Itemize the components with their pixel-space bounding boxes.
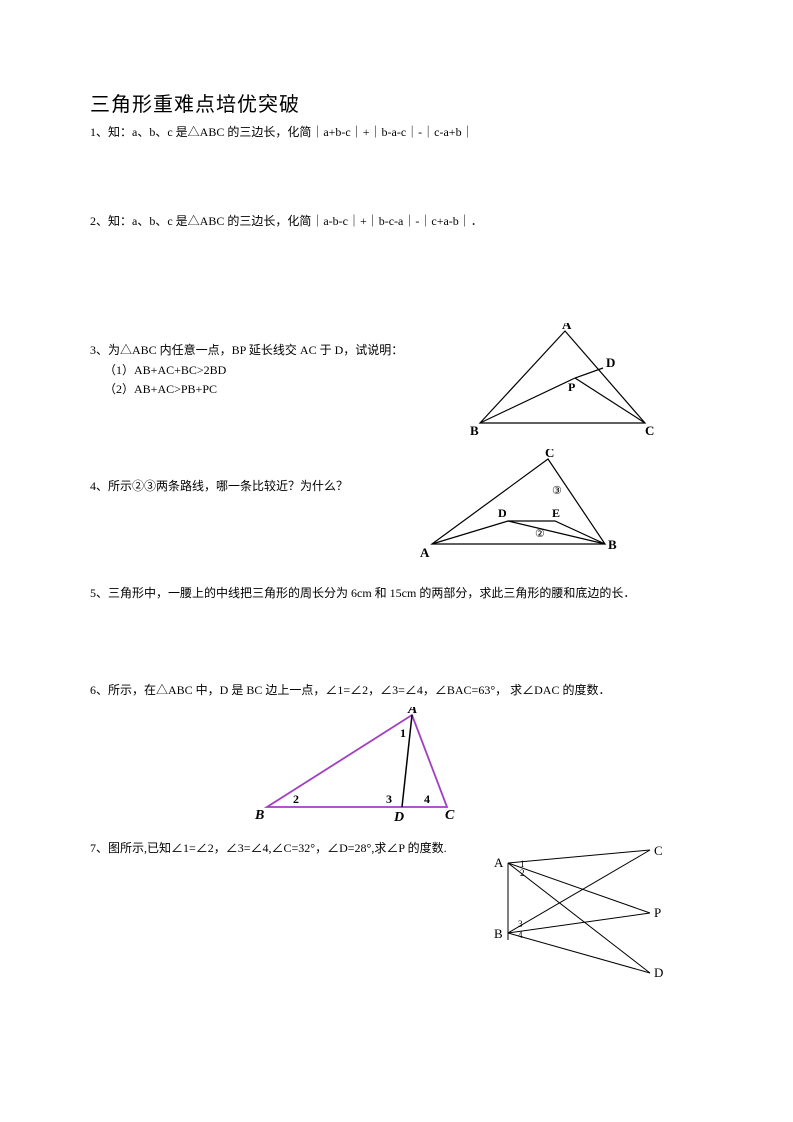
problem-2: 2、知：a、b、c 是△ABC 的三边长，化简｜a-b-c｜+｜b-c-a｜-｜… — [90, 212, 703, 231]
fig6-label-3: 3 — [386, 792, 392, 806]
fig4-label-three: ③ — [552, 485, 562, 497]
fig6-label-2: 2 — [293, 792, 299, 806]
fig4-label-two: ② — [535, 528, 545, 540]
fig7-label-4: 4 — [518, 930, 523, 940]
figure-6: A B D C 1 2 3 4 — [252, 707, 472, 832]
fig7-label-P: P — [654, 905, 661, 920]
page-title: 三角形重难点培优突破 — [90, 88, 703, 117]
fig3-label-D: D — [606, 355, 615, 370]
fig7-label-2: 2 — [520, 868, 525, 878]
problem-5: 5、三角形中，一腰上的中线把三角形的周长分为 6cm 和 15cm 的两部分，求… — [90, 584, 703, 603]
fig6-label-C: C — [445, 808, 455, 823]
fig7-label-3: 3 — [518, 919, 523, 929]
fig4-label-E: E — [552, 506, 560, 520]
fig3-label-P: P — [568, 380, 575, 394]
problem-3-row: 3、为△ABC 内任意一点，BP 延长线交 AC 于 D，试说明： （1）AB+… — [90, 341, 703, 399]
fig4-label-C: C — [545, 449, 554, 460]
problem-6: 6、所示，在△ABC 中，D 是 BC 边上一点，∠1=∠2，∠3=∠4，∠BA… — [90, 681, 703, 700]
fig7-label-D: D — [654, 965, 663, 980]
page: 三角形重难点培优突破 1、知：a、b、c 是△ABC 的三边长，化简｜a+b-c… — [0, 0, 793, 1122]
fig4-label-D: D — [498, 506, 507, 520]
figure-7: A B C P D 1 2 3 4 — [490, 845, 680, 995]
fig6-label-B: B — [254, 808, 264, 823]
fig7-label-C: C — [654, 845, 663, 858]
fig4-label-A: A — [420, 545, 430, 560]
problem-4-row: 4、所示②③两条路线，哪一条比较近？为什么？ A B C D E ② ③ — [90, 477, 703, 496]
fig6-label-4: 4 — [424, 792, 430, 806]
problem-1: 1、知：a、b、c 是△ABC 的三边长，化简｜a+b-c｜+｜b-a-c｜-｜… — [90, 123, 703, 142]
figure-3: A B C D P — [470, 323, 670, 448]
problem-7-row: 7、图所示,已知∠1=∠2，∠3=∠4,∠C=32°，∠D=28°,求∠P 的度… — [90, 839, 703, 858]
fig6-label-1: 1 — [400, 726, 406, 740]
fig3-label-A: A — [562, 323, 572, 332]
fig7-label-B: B — [494, 926, 503, 941]
fig3-label-B: B — [470, 423, 479, 438]
fig6-label-D: D — [393, 810, 404, 825]
fig7-label-A: A — [494, 855, 504, 870]
fig4-label-B: B — [608, 537, 617, 552]
fig3-label-C: C — [645, 423, 654, 438]
fig6-label-A: A — [407, 707, 417, 717]
figure-4: A B C D E ② ③ — [420, 449, 630, 569]
